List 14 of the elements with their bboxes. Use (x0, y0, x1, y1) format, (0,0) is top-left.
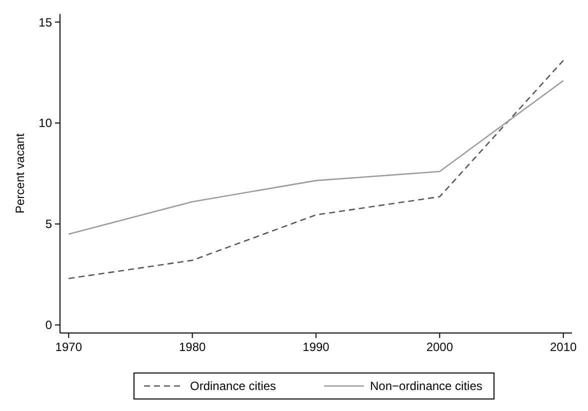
legend-label: Ordinance cities (190, 379, 276, 394)
x-tick-label: 2010 (550, 340, 578, 354)
y-tick-label: 15 (38, 15, 52, 30)
line-series (68, 80, 564, 235)
y-tick-label: 0 (45, 318, 52, 332)
line-series (68, 60, 564, 280)
x-tick-label: 1980 (178, 340, 206, 354)
y-tick-label: 5 (45, 217, 52, 232)
x-tick-label: 1990 (302, 340, 330, 354)
legend-label: Non−ordinance cities (370, 379, 482, 394)
y-tick-label: 10 (38, 116, 52, 130)
x-tick-label: 2000 (426, 340, 454, 354)
y-axis-title: Percent vacant (13, 132, 27, 214)
x-tick-label: 1970 (55, 340, 82, 354)
